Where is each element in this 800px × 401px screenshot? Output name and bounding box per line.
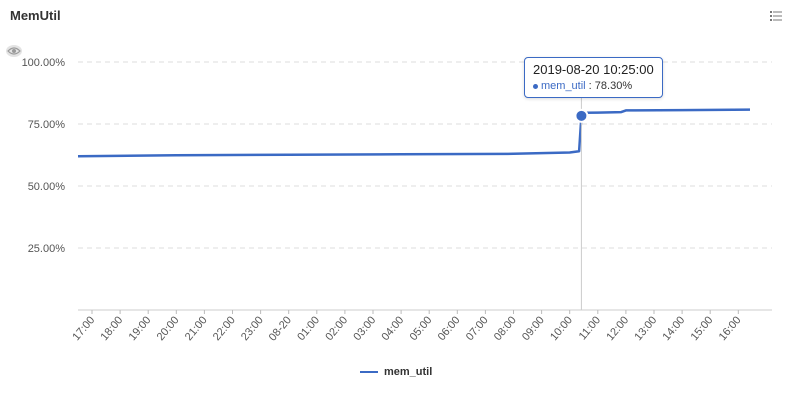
x-tick-label: 18:00 — [99, 314, 126, 343]
x-tick-label: 05:00 — [408, 314, 435, 343]
y-tick-label: 100.00% — [22, 57, 66, 69]
x-tick-label: 14:00 — [661, 314, 688, 343]
x-tick-label: 13:00 — [632, 314, 659, 343]
tooltip-time: 2019-08-20 10:25:00 — [533, 62, 654, 77]
series-layer — [77, 95, 751, 310]
x-axis-ticks: 17:00 18:00 19:00 20:00 21:00 22:00 23:00 08-20… — [70, 310, 744, 343]
y-tick-label: 50.00% — [28, 181, 66, 193]
y-axis-ticks: 25.00% 50.00% 75.00% 100.00% — [22, 57, 66, 255]
tooltip-series-dot-icon — [533, 83, 538, 89]
x-tick-label: 20:00 — [155, 314, 182, 343]
x-tick-label: 23:00 — [239, 314, 266, 343]
x-tick-label: 22:00 — [211, 314, 238, 343]
y-tick-label: 25.00% — [28, 243, 66, 255]
list-menu-icon[interactable] — [770, 11, 782, 21]
x-tick-label: 16:00 — [717, 314, 744, 343]
x-tick-label: 08:00 — [492, 314, 519, 343]
x-tick-label: 08-20 — [267, 314, 294, 343]
x-tick-label: 07:00 — [464, 314, 491, 343]
tooltip-row: mem_util : 78.30% — [533, 80, 654, 92]
x-tick-label: 19:00 — [127, 314, 154, 343]
legend-item-mem-util[interactable]: mem_util — [360, 366, 432, 378]
x-tick-label: 12:00 — [604, 314, 631, 343]
eye-icon[interactable] — [5, 44, 23, 58]
x-tick-label: 17:00 — [70, 314, 97, 343]
x-tick-label: 21:00 — [183, 314, 210, 343]
tooltip: 2019-08-20 10:25:00 mem_util : 78.30% — [524, 57, 663, 98]
x-tick-label: 09:00 — [520, 314, 547, 343]
x-tick-label: 15:00 — [689, 314, 716, 343]
tooltip-series-name: mem_util — [541, 80, 586, 92]
tooltip-value: 78.30% — [594, 80, 633, 92]
legend-swatch-icon — [360, 371, 378, 373]
x-tick-label: 06:00 — [436, 314, 463, 343]
x-tick-label: 11:00 — [577, 314, 603, 342]
x-tick-label: 03:00 — [351, 314, 378, 343]
legend-label: mem_util — [384, 366, 433, 378]
y-tick-label: 75.00% — [28, 119, 66, 131]
chart-title: MemUtil — [10, 8, 61, 23]
x-tick-label: 10:00 — [548, 314, 575, 343]
highlight-point — [574, 108, 589, 123]
x-tick-label: 01:00 — [295, 314, 322, 343]
x-tick-label: 04:00 — [380, 314, 407, 343]
series-line-mem-util — [77, 108, 751, 158]
x-tick-label: 02:00 — [323, 314, 350, 343]
